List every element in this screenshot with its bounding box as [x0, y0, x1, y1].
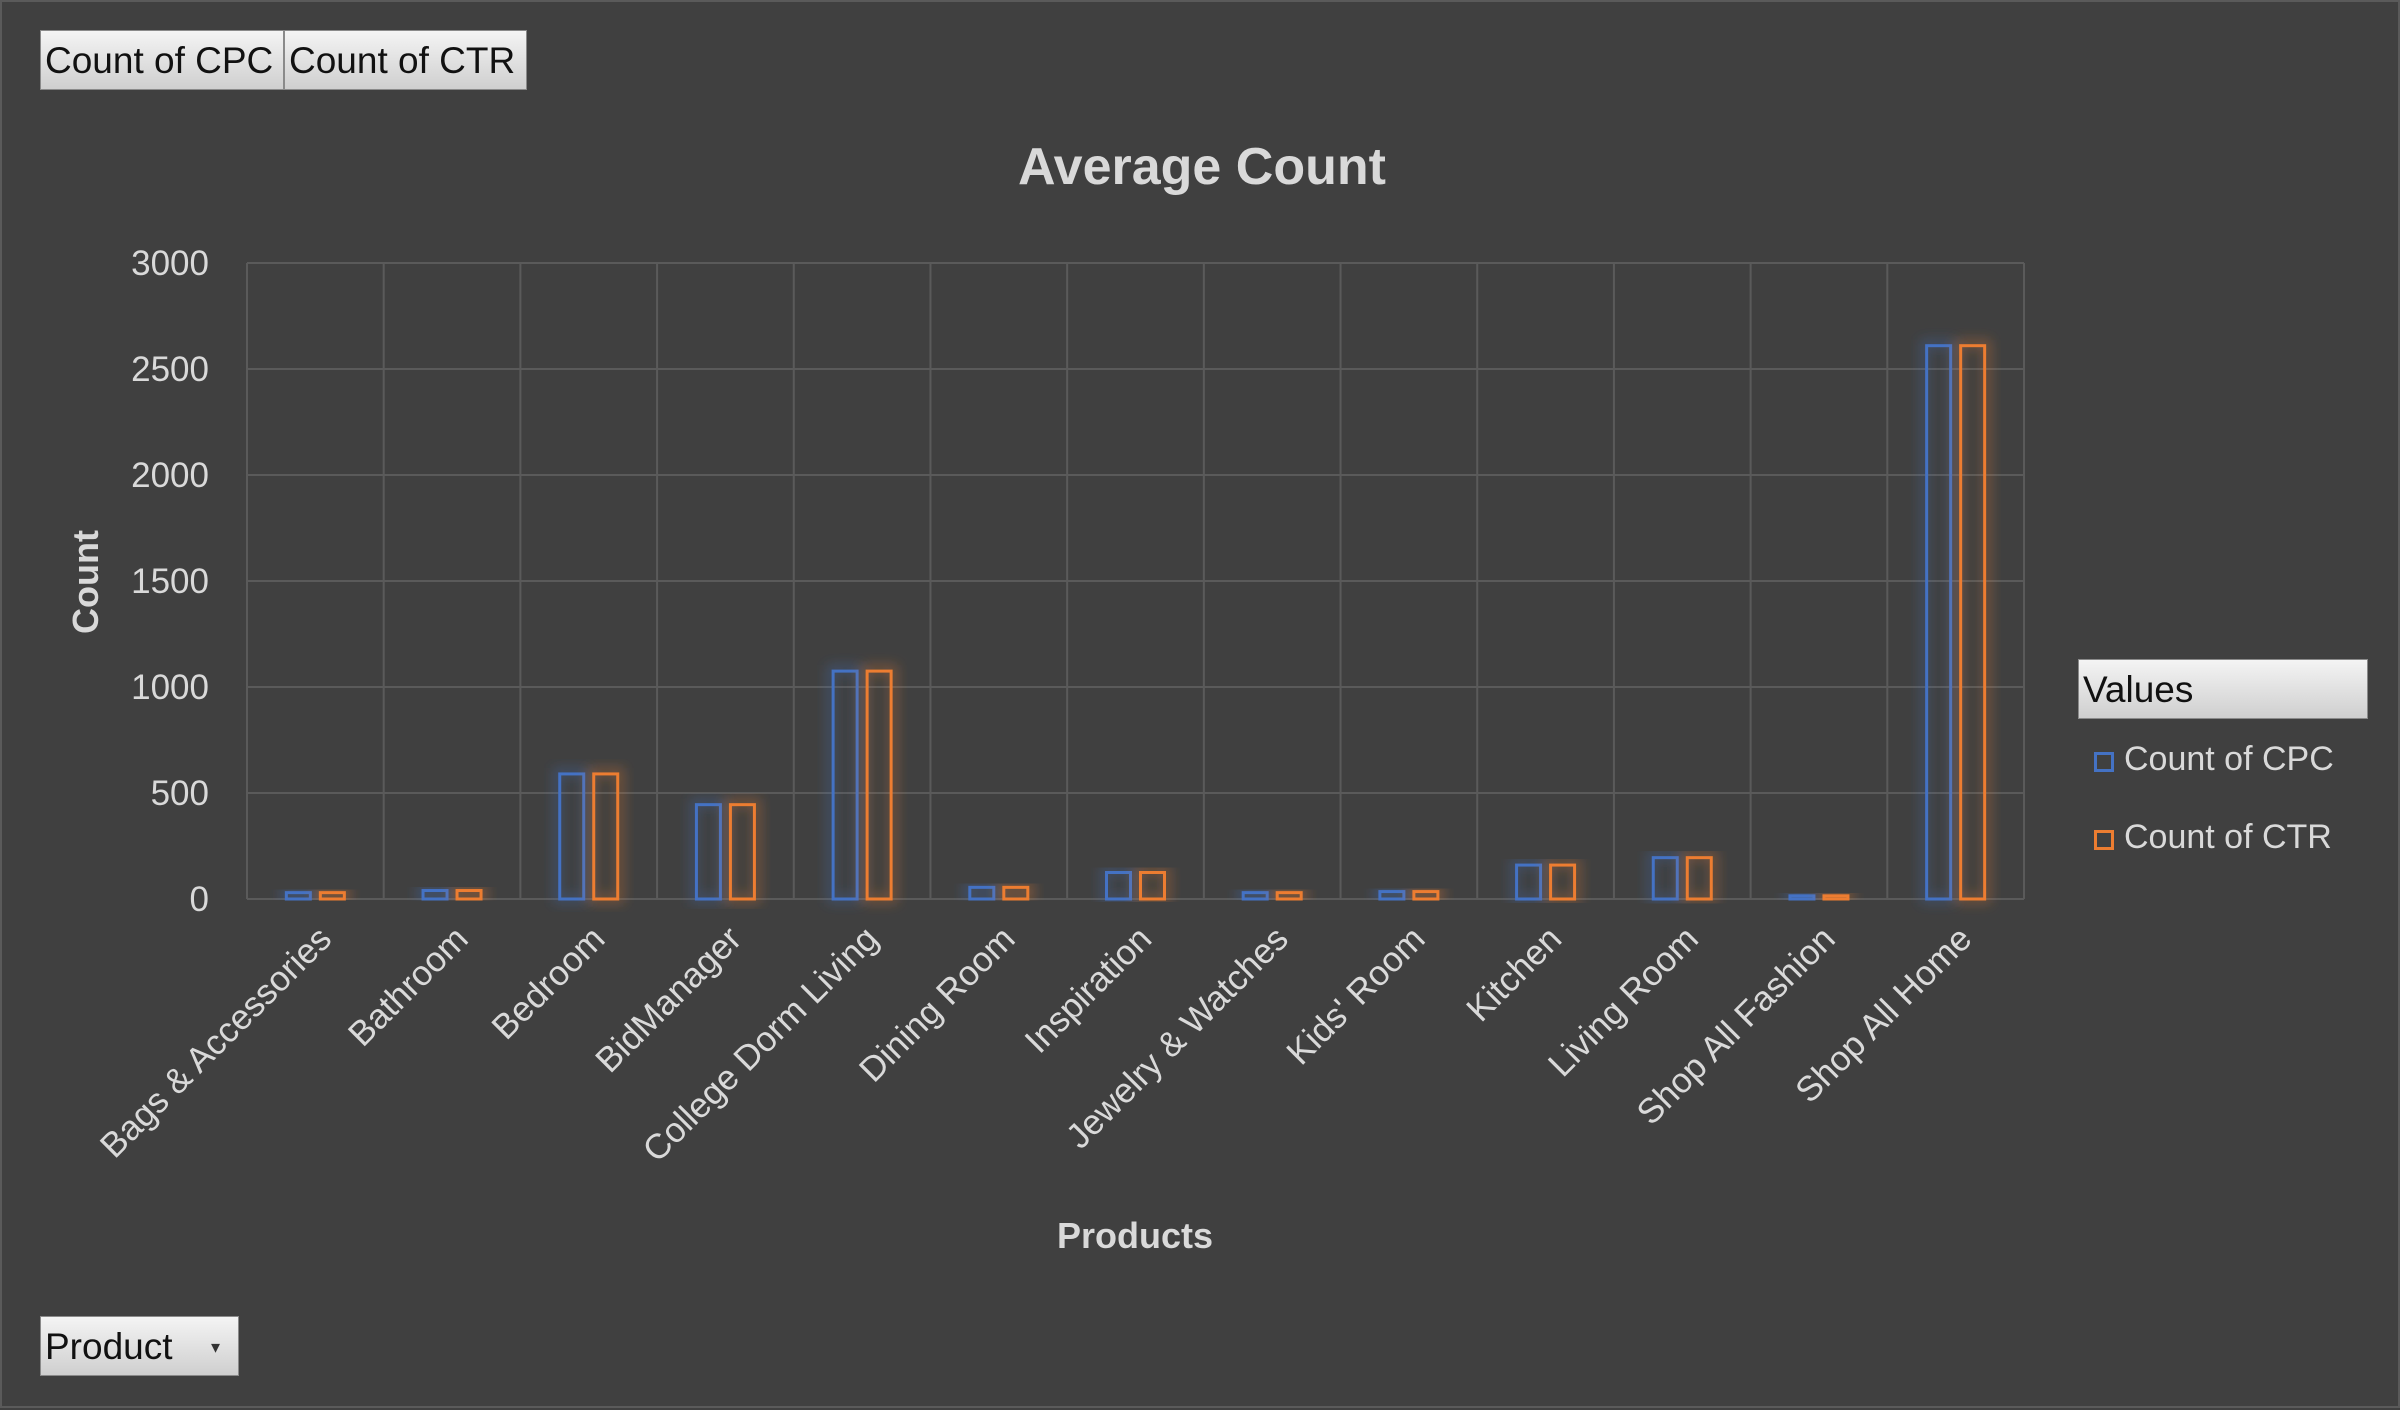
- bar-glow: [724, 798, 761, 903]
- y-tick-label: 1000: [131, 668, 209, 707]
- bar-cpc: [421, 889, 449, 901]
- bar-glow: [690, 798, 727, 903]
- legend-title[interactable]: Values: [2078, 659, 2368, 719]
- legend-label-cpc: Count of CPC: [2124, 740, 2334, 778]
- legend-item-cpc: Count of CPC: [2094, 739, 2334, 779]
- count-of-ctr-field-button[interactable]: Count of CTR: [284, 30, 527, 90]
- legend-swatch-cpc: [2094, 752, 2114, 772]
- bar-glow: [1647, 851, 1684, 903]
- bar-glow: [1681, 851, 1718, 903]
- bar-glow: [1134, 866, 1171, 903]
- bar-ctr: [1275, 891, 1303, 901]
- x-tick-label: Bathroom: [341, 919, 476, 1054]
- x-tick-labels: Bags & Accessories Bathroom BedroomBidMana…: [93, 919, 1980, 1170]
- bar-ctr: [1822, 894, 1850, 901]
- bar-ctr: [865, 669, 893, 901]
- bar-cpc: [1925, 344, 1953, 901]
- count-of-cpc-field-button[interactable]: Count of CPC: [40, 30, 284, 90]
- dropdown-arrow-icon: ▾: [210, 1337, 220, 1357]
- y-tick-labels: 0 500 1000 1500 2000 2500 3000: [131, 244, 209, 919]
- x-axis-label: Products: [1057, 1215, 1213, 1256]
- bar-ctr: [1139, 871, 1166, 901]
- bar-ctr: [728, 803, 756, 901]
- bar-ctr: [318, 891, 346, 901]
- bar-glow: [1544, 859, 1581, 904]
- x-tick-label: Kitchen: [1459, 919, 1569, 1029]
- bar-cpc: [968, 885, 996, 901]
- bar-glow: [861, 665, 898, 903]
- x-tick-label: Inspiration: [1017, 919, 1159, 1061]
- y-tick-label: 3000: [131, 244, 209, 283]
- bar-ctr: [1002, 885, 1030, 901]
- bar-ctr: [1412, 890, 1440, 901]
- bar-cpc: [1241, 891, 1269, 901]
- bar-glow: [1920, 339, 1957, 903]
- bar-glow: [1954, 339, 1991, 903]
- y-axis-label: Count: [65, 530, 106, 634]
- x-tick-label: Bedroom: [484, 919, 612, 1047]
- y-tick-label: 2500: [131, 350, 209, 389]
- bar-cpc: [284, 891, 312, 901]
- x-tick-label: Jewelry & Watches: [1059, 919, 1296, 1156]
- bar-cpc: [1515, 863, 1543, 901]
- x-tick-label: Bags & Accessories: [93, 919, 339, 1165]
- legend-swatch-ctr: [2094, 830, 2114, 850]
- y-tick-label: 0: [190, 880, 209, 919]
- bar-glow: [587, 767, 624, 903]
- legend-item-ctr: Count of CTR: [2094, 817, 2332, 857]
- bar-glow: [1510, 859, 1547, 904]
- bar-cpc: [1105, 871, 1132, 901]
- bar-cpc: [1378, 890, 1406, 901]
- gridlines: [246, 262, 2025, 900]
- x-tick-label: Kids' Room: [1279, 919, 1432, 1072]
- x-tick-label: College Dorm Living: [635, 919, 885, 1169]
- bar-cpc: [1651, 856, 1679, 901]
- y-tick-label: 500: [151, 774, 209, 813]
- bar-cpc: [694, 803, 722, 901]
- chart-title: Average Count: [1018, 138, 1386, 196]
- product-filter-label: Product: [45, 1326, 173, 1367]
- bar-ctr: [1959, 344, 1987, 901]
- bar-ctr: [1685, 856, 1713, 901]
- y-tick-label: 1500: [131, 562, 209, 601]
- bar-glow: [1100, 866, 1137, 903]
- bar-ctr: [592, 772, 620, 901]
- y-tick-label: 2000: [131, 456, 209, 495]
- bar-ctr: [1549, 863, 1577, 901]
- bar-cpc: [1788, 894, 1816, 901]
- product-filter-dropdown[interactable]: Product ▾: [40, 1316, 239, 1376]
- bar-cpc: [558, 772, 586, 901]
- legend-label-ctr: Count of CTR: [2124, 818, 2332, 856]
- bar-glow: [827, 665, 864, 903]
- bar-glow: [553, 767, 590, 903]
- bars: [280, 339, 1991, 904]
- bar-ctr: [455, 889, 483, 901]
- bar-cpc: [831, 669, 859, 901]
